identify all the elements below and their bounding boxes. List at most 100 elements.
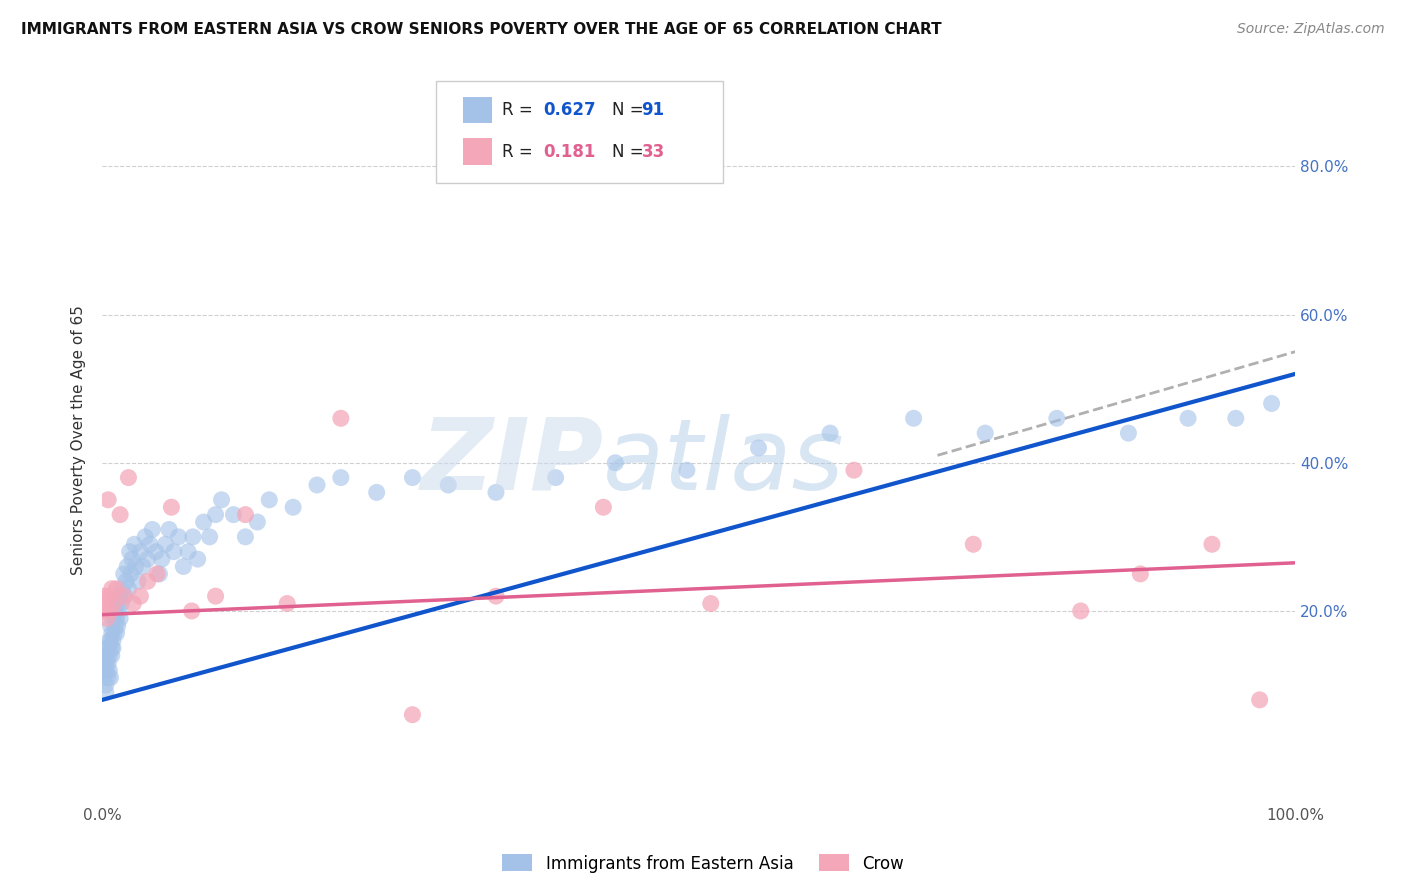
Text: N =: N = xyxy=(612,101,648,120)
Point xyxy=(129,589,152,603)
Point xyxy=(117,470,139,484)
Point xyxy=(112,589,135,603)
Bar xyxy=(463,138,492,165)
Point xyxy=(177,544,200,558)
Point xyxy=(259,492,281,507)
Point xyxy=(246,515,269,529)
Point xyxy=(132,559,155,574)
Point xyxy=(974,426,997,441)
Point xyxy=(187,552,209,566)
Point xyxy=(401,707,423,722)
Point xyxy=(101,640,124,655)
Point xyxy=(235,530,257,544)
Point xyxy=(235,508,257,522)
Point xyxy=(101,633,124,648)
Point xyxy=(544,470,567,484)
Point xyxy=(100,671,122,685)
Point xyxy=(118,544,141,558)
Point xyxy=(100,640,122,655)
Point xyxy=(108,611,131,625)
Text: 91: 91 xyxy=(641,101,665,120)
Point xyxy=(401,470,423,484)
Point xyxy=(120,566,142,581)
Point xyxy=(605,456,627,470)
Point xyxy=(180,604,202,618)
Point xyxy=(97,492,120,507)
Text: N =: N = xyxy=(612,144,648,161)
Point xyxy=(121,552,143,566)
Point xyxy=(127,574,149,589)
Point xyxy=(100,619,122,633)
Point xyxy=(136,574,159,589)
Point xyxy=(98,633,121,648)
Text: 0.627: 0.627 xyxy=(544,101,596,120)
Point xyxy=(108,589,131,603)
Point xyxy=(1177,411,1199,425)
Point xyxy=(155,537,177,551)
Point xyxy=(94,656,117,670)
Point xyxy=(117,582,139,596)
Point xyxy=(903,411,925,425)
Text: ZIP: ZIP xyxy=(420,414,603,511)
Point xyxy=(103,597,125,611)
Point xyxy=(148,566,170,581)
Point xyxy=(366,485,388,500)
Point xyxy=(104,619,127,633)
Point xyxy=(592,500,614,515)
Point xyxy=(134,530,156,544)
Point xyxy=(96,648,118,663)
Point xyxy=(329,411,352,425)
Point xyxy=(105,611,128,625)
Point xyxy=(107,597,129,611)
Point xyxy=(93,671,115,685)
Point xyxy=(198,530,221,544)
Point xyxy=(129,544,152,558)
Point xyxy=(94,678,117,692)
Point xyxy=(136,552,159,566)
Point xyxy=(104,604,127,618)
Point xyxy=(1225,411,1247,425)
Y-axis label: Seniors Poverty Over the Age of 65: Seniors Poverty Over the Age of 65 xyxy=(72,306,86,575)
Point xyxy=(139,537,162,551)
Point xyxy=(103,611,125,625)
Point xyxy=(93,604,115,618)
Point xyxy=(305,478,328,492)
Point xyxy=(1260,396,1282,410)
Point xyxy=(1070,604,1092,618)
Point xyxy=(100,648,122,663)
Point xyxy=(222,508,245,522)
Point xyxy=(437,478,460,492)
Point xyxy=(100,633,122,648)
Point xyxy=(485,589,508,603)
Point xyxy=(94,685,117,699)
Point xyxy=(117,559,139,574)
Point xyxy=(103,626,125,640)
Point xyxy=(676,463,699,477)
Point xyxy=(329,470,352,484)
Point xyxy=(1201,537,1223,551)
Point xyxy=(94,597,117,611)
Text: R =: R = xyxy=(502,101,538,120)
Point xyxy=(1118,426,1140,441)
Point xyxy=(163,544,186,558)
Point xyxy=(818,426,841,441)
Point xyxy=(100,582,122,596)
Point xyxy=(1046,411,1069,425)
Point xyxy=(115,574,138,589)
Point xyxy=(96,640,118,655)
Text: 33: 33 xyxy=(641,144,665,161)
Text: R =: R = xyxy=(502,144,543,161)
Point xyxy=(97,656,120,670)
Text: IMMIGRANTS FROM EASTERN ASIA VS CROW SENIORS POVERTY OVER THE AGE OF 65 CORRELAT: IMMIGRANTS FROM EASTERN ASIA VS CROW SEN… xyxy=(21,22,942,37)
Point xyxy=(98,648,121,663)
Point xyxy=(93,663,115,677)
Point xyxy=(211,492,233,507)
Point xyxy=(105,582,128,596)
Bar xyxy=(463,97,492,123)
Point xyxy=(98,663,121,677)
Point xyxy=(124,537,146,551)
Point xyxy=(181,530,204,544)
Point xyxy=(111,582,134,596)
Point xyxy=(96,611,118,625)
Point xyxy=(141,523,163,537)
